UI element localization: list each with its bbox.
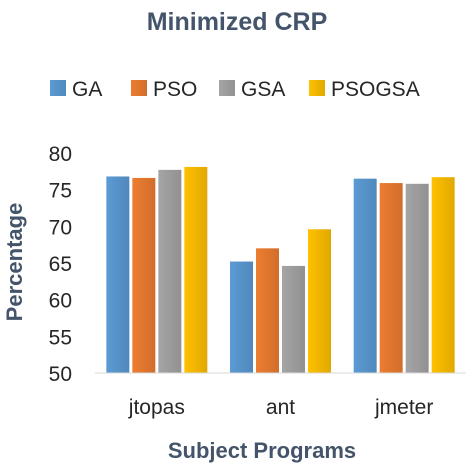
bar-ant-gsa — [282, 265, 305, 373]
legend-item-ga: GA — [50, 78, 102, 101]
y-tick-65: 65 — [49, 253, 72, 276]
bar-jmeter-pso — [379, 183, 403, 373]
y-tick-75: 75 — [49, 180, 72, 203]
bar-ant-ga — [230, 261, 253, 373]
x-axis-ticks: jtopas ant jmeter — [128, 396, 434, 419]
bar-jtopas-ga — [106, 176, 130, 373]
bar-jtopas-gsa — [158, 169, 182, 373]
legend-swatch-ga — [50, 80, 66, 96]
bar-ant-pso — [256, 248, 279, 373]
legend-label-pso: PSO — [153, 78, 197, 101]
bar-jmeter-ga — [353, 178, 377, 373]
x-axis-label: Subject Programs — [168, 438, 356, 463]
legend-label-psogsa: PSOGSA — [331, 78, 420, 101]
chart-title: Minimized CRP — [147, 8, 328, 36]
legend: GA PSO GSA PSOGSA — [50, 78, 420, 101]
legend-item-psogsa: PSOGSA — [309, 78, 420, 101]
legend-swatch-gsa — [219, 80, 235, 96]
y-axis-label: Percentage — [2, 203, 27, 322]
bar-ant-psogsa — [308, 229, 331, 373]
legend-label-ga: GA — [72, 78, 102, 101]
y-tick-55: 55 — [49, 326, 72, 349]
bars — [106, 166, 455, 373]
y-axis-ticks: 50 55 60 65 70 75 80 — [49, 143, 72, 386]
bar-jmeter-gsa — [405, 183, 429, 373]
y-tick-60: 60 — [49, 290, 72, 313]
legend-item-pso: PSO — [131, 78, 197, 101]
y-tick-80: 80 — [49, 143, 72, 166]
legend-item-gsa: GSA — [219, 78, 285, 101]
x-tick-ant: ant — [266, 396, 295, 419]
legend-swatch-pso — [131, 80, 147, 96]
bar-jtopas-psogsa — [184, 166, 208, 373]
legend-label-gsa: GSA — [241, 78, 285, 101]
x-tick-jmeter: jmeter — [374, 396, 433, 419]
y-tick-50: 50 — [49, 363, 72, 386]
x-tick-jtopas: jtopas — [128, 396, 185, 419]
y-tick-70: 70 — [49, 216, 72, 239]
bar-jmeter-psogsa — [431, 177, 455, 373]
bar-jtopas-pso — [132, 177, 156, 373]
legend-swatch-psogsa — [309, 80, 325, 96]
